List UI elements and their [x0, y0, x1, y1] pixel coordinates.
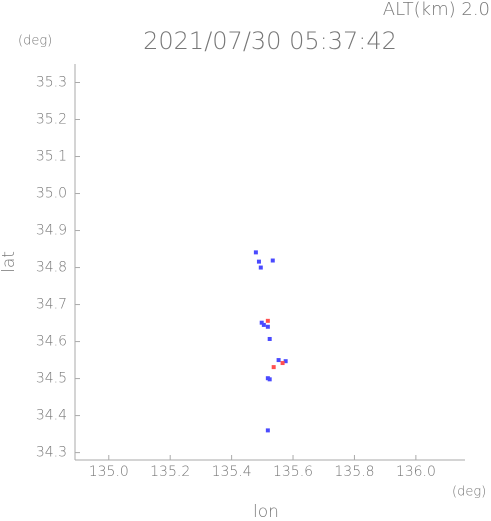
y-tick-label: 35.1 — [36, 149, 67, 165]
point — [253, 250, 258, 255]
point — [283, 359, 288, 364]
point — [265, 428, 270, 433]
x-tick-label: 135.2 — [150, 464, 190, 480]
y-tick-label: 34.8 — [36, 260, 67, 276]
x-tick-label: 135.6 — [273, 464, 313, 480]
point — [259, 320, 264, 325]
y-tick-label: 34.4 — [36, 408, 67, 424]
point — [261, 322, 266, 327]
x-tick-label: 135.8 — [334, 464, 374, 480]
chart-title: 2021/07/30 05:37:42 — [143, 27, 397, 55]
y-tick-label: 35.3 — [36, 75, 67, 91]
y-tick-label: 34.9 — [36, 223, 67, 239]
point — [270, 258, 275, 263]
x-tick-label: 136.0 — [396, 464, 436, 480]
y-tick-label: 35.0 — [36, 186, 67, 202]
y-tick-label: 34.7 — [36, 297, 67, 313]
x-unit: (deg) — [452, 485, 486, 500]
point — [267, 377, 272, 382]
x-tick-label: 135.0 — [89, 464, 129, 480]
point — [265, 318, 270, 323]
y-tick-label: 35.2 — [36, 112, 67, 128]
point — [280, 361, 285, 366]
y-tick-label: 34.3 — [36, 445, 67, 461]
point — [271, 365, 276, 370]
y-axis-label: lat — [0, 251, 19, 273]
chart-subtitle: ALT(km) 2.0 — [383, 0, 490, 20]
point — [276, 358, 281, 363]
y-unit: (deg) — [18, 34, 52, 49]
point — [265, 324, 270, 329]
y-tick-label: 34.6 — [36, 334, 67, 350]
point — [256, 259, 261, 264]
x-tick-label: 135.4 — [212, 464, 252, 480]
point — [267, 336, 272, 341]
point — [258, 265, 263, 270]
y-tick-label: 34.5 — [36, 371, 67, 387]
x-axis-label: lon — [253, 502, 279, 521]
